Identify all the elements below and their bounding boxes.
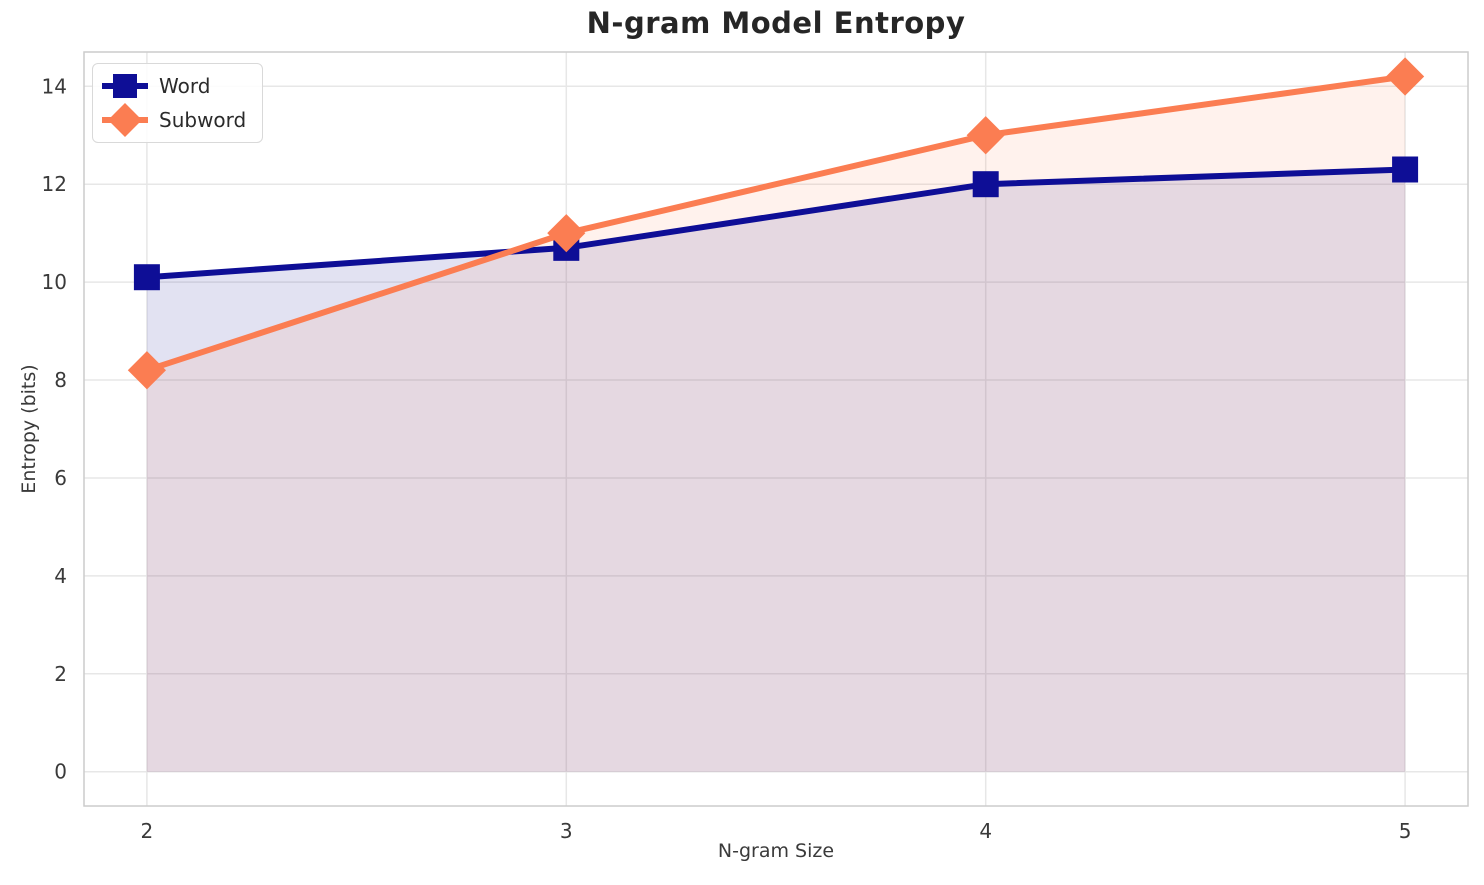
legend-item-word: Word [101,70,246,102]
word-marker [1392,156,1419,183]
subword-line [143,73,1409,374]
x-axis-label: N-gram Size [717,840,835,862]
subword-marker [127,351,167,390]
legend: Word Subword [92,63,264,143]
y-axis-label: Entropy (bits) [18,364,40,494]
plot-border [83,51,1469,807]
subword-line-marker-icon [102,103,148,137]
legend-item-subword: Subword [101,103,247,137]
y-tick-label: 14 [42,74,67,98]
word-line-marker-icon [102,74,148,98]
y-tick-label: 6 [54,466,67,490]
chart-title: N-gram Model Entropy [586,6,966,40]
legend-label-word: Word [159,74,211,98]
word-area-fill [146,169,1406,772]
subword-area-fill [146,76,1406,772]
x-tick-label: 4 [979,819,992,843]
subword-marker [1385,57,1425,96]
y-tick-label: 0 [54,760,67,784]
x-tick-label: 3 [560,819,573,843]
word-marker [133,264,160,291]
word-marker [972,171,999,198]
y-tick-label: 2 [54,662,67,686]
x-tick-label: 2 [141,819,154,843]
word-line [143,166,1409,281]
legend-label-subword: Subword [159,108,247,132]
y-tick-label: 4 [54,564,67,588]
y-tick-label: 10 [42,270,67,294]
y-tick-label: 8 [54,368,67,392]
y-tick-label: 12 [42,172,67,196]
x-tick-label: 5 [1399,819,1412,843]
